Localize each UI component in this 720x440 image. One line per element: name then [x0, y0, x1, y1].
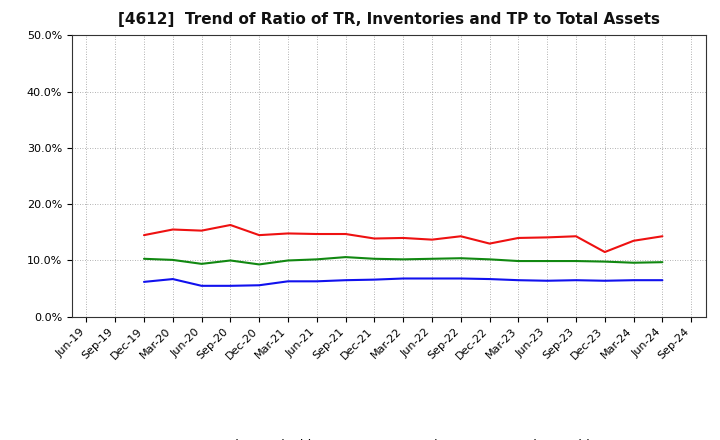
Inventories — [370, 277, 379, 282]
Trade Receivables — [255, 232, 264, 238]
Inventories — [255, 282, 264, 288]
Trade Receivables — [629, 238, 638, 243]
Trade Receivables — [543, 235, 552, 240]
Trade Receivables — [168, 227, 177, 232]
Trade Payables — [341, 254, 350, 260]
Trade Payables — [485, 257, 494, 262]
Trade Receivables — [284, 231, 292, 236]
Inventories — [456, 276, 465, 281]
Trade Payables — [284, 258, 292, 263]
Trade Payables — [600, 259, 609, 264]
Inventories — [629, 278, 638, 283]
Inventories — [428, 276, 436, 281]
Trade Receivables — [226, 222, 235, 227]
Trade Payables — [514, 258, 523, 264]
Inventories — [399, 276, 408, 281]
Trade Payables — [197, 261, 206, 267]
Trade Payables — [428, 256, 436, 261]
Trade Receivables — [197, 228, 206, 233]
Title: [4612]  Trend of Ratio of TR, Inventories and TP to Total Assets: [4612] Trend of Ratio of TR, Inventories… — [118, 12, 660, 27]
Trade Payables — [226, 258, 235, 263]
Trade Receivables — [370, 236, 379, 241]
Trade Payables — [629, 260, 638, 265]
Inventories — [226, 283, 235, 289]
Trade Receivables — [658, 234, 667, 239]
Trade Payables — [543, 258, 552, 264]
Inventories — [514, 278, 523, 283]
Line: Trade Receivables: Trade Receivables — [144, 225, 662, 252]
Trade Receivables — [312, 231, 321, 237]
Inventories — [341, 278, 350, 283]
Trade Payables — [140, 256, 148, 261]
Trade Receivables — [600, 249, 609, 255]
Trade Receivables — [341, 231, 350, 237]
Line: Inventories: Inventories — [144, 279, 662, 286]
Inventories — [140, 279, 148, 285]
Trade Receivables — [140, 232, 148, 238]
Inventories — [485, 276, 494, 282]
Trade Receivables — [456, 234, 465, 239]
Trade Payables — [370, 256, 379, 261]
Trade Payables — [456, 256, 465, 261]
Trade Receivables — [428, 237, 436, 242]
Inventories — [197, 283, 206, 289]
Trade Payables — [255, 262, 264, 267]
Trade Receivables — [399, 235, 408, 241]
Trade Payables — [658, 260, 667, 265]
Trade Payables — [168, 257, 177, 263]
Trade Receivables — [514, 235, 523, 241]
Trade Payables — [572, 258, 580, 264]
Inventories — [168, 276, 177, 282]
Inventories — [600, 278, 609, 283]
Trade Payables — [399, 257, 408, 262]
Inventories — [543, 278, 552, 283]
Line: Trade Payables: Trade Payables — [144, 257, 662, 264]
Trade Payables — [312, 257, 321, 262]
Inventories — [658, 278, 667, 283]
Inventories — [572, 278, 580, 283]
Trade Receivables — [485, 241, 494, 246]
Inventories — [312, 279, 321, 284]
Inventories — [284, 279, 292, 284]
Trade Receivables — [572, 234, 580, 239]
Legend: Trade Receivables, Inventories, Trade Payables: Trade Receivables, Inventories, Trade Pa… — [168, 434, 609, 440]
